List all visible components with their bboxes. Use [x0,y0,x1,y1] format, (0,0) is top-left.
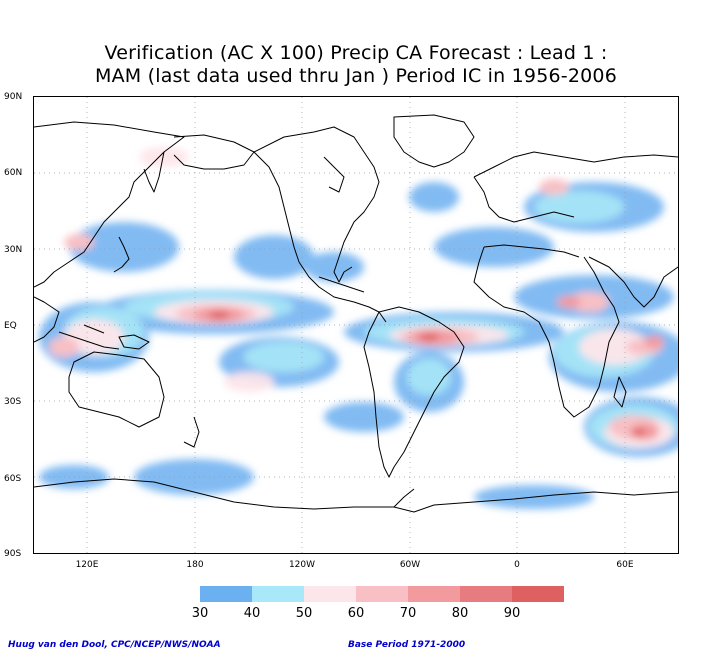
grid-lines [34,97,678,553]
color-bar-swatch-50 [304,586,356,602]
color-bar-label-50: 50 [295,606,313,621]
author-credit: Huug van den Dool, CPC/NCEP/NWS/NOAA [8,640,221,650]
map-panel [33,96,679,554]
lon-label-60e: 60E [616,560,634,570]
color-bar-label-70: 70 [399,606,417,621]
coastlines [34,114,678,513]
lat-label-60n: 60N [4,168,23,178]
lat-label-30s: 30S [4,397,22,407]
lat-label-90s: 90S [4,549,22,559]
lat-label-60s: 60S [4,474,22,484]
lon-label-120e: 120E [75,560,99,570]
lat-label-eq: EQ [4,321,17,331]
base-period: Base Period 1971-2000 [348,640,466,650]
map-title-line-1: Verification (AC X 100) Precip CA Foreca… [104,42,608,64]
color-bar-swatch-30 [200,586,252,602]
lon-label-120w: 120W [288,560,316,570]
lat-label-90n: 90N [4,92,23,102]
color-bar-swatch-70 [408,586,460,602]
skill-shading [39,147,678,509]
color-bar-label-60: 60 [347,606,365,621]
lon-label-0: 0 [514,560,520,570]
color-bar-label-40: 40 [243,606,261,621]
lat-label-30n: 30N [4,245,23,255]
color-bar-swatch-80 [460,586,512,602]
map-title-line-2: MAM (last data used thru Jan ) Period IC… [95,65,617,87]
world-map [34,97,678,553]
color-bar-label-90: 90 [503,606,521,621]
color-bar-label-30: 30 [191,606,209,621]
color-bar-swatch-90 [512,586,564,602]
color-bar-label-80: 80 [451,606,469,621]
lon-label-180: 180 [186,560,204,570]
color-bar-swatch-60 [356,586,408,602]
color-bar-swatch-40 [252,586,304,602]
lon-label-60w: 60W [399,560,421,570]
color-bar [200,586,564,602]
